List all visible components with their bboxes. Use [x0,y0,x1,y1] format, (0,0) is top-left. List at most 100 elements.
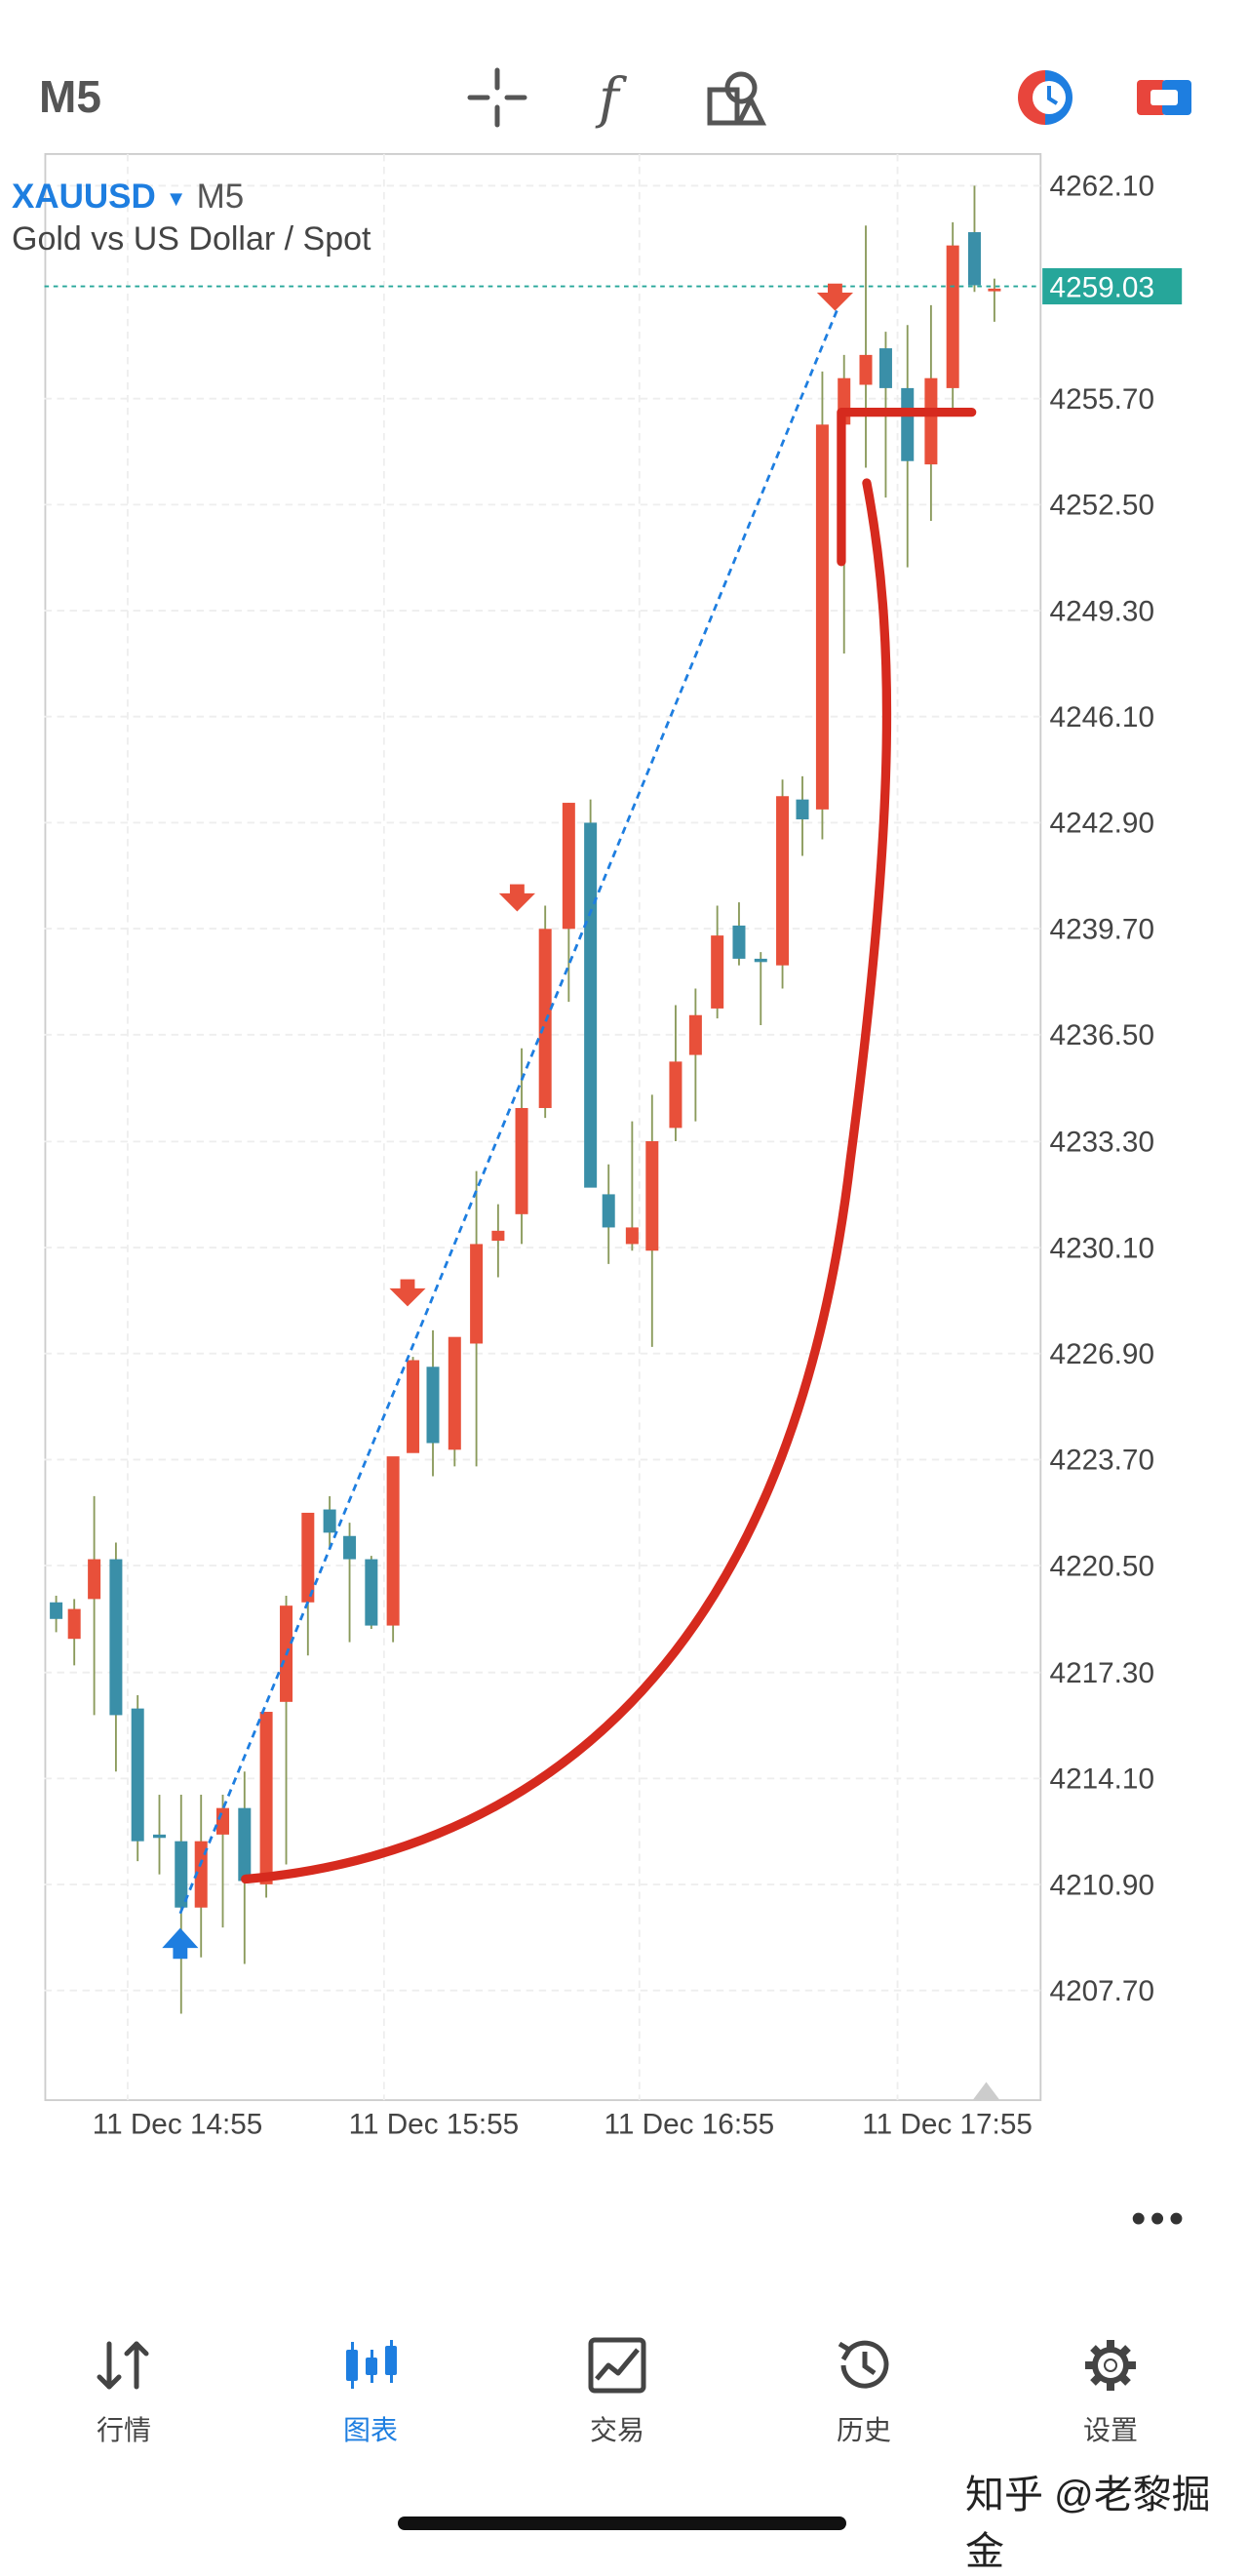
price-axis-label: 4262.10 [1050,171,1154,203]
gear-icon [1085,2340,1136,2391]
bear-candle [365,1559,378,1626]
bear-candle [967,232,981,286]
nav-history-label: 历史 [836,2415,891,2445]
timeframe-button[interactable]: M5 [39,71,101,122]
bear-candle [901,387,915,461]
more-options-icon[interactable]: ••• [1131,2195,1189,2242]
bear-candle [754,958,767,963]
plot-area [44,152,1042,2102]
buy-arrow-stem [173,1946,188,1960]
nav-trade[interactable]: 交易 [549,2336,685,2448]
price-chart[interactable]: 4262.10 4255.70 4252.50 4249.30 4246.10 4242.… [0,0,1248,2165]
shapes-icon[interactable] [704,66,766,129]
account-icon[interactable] [1014,66,1076,129]
price-axis-label: 4255.70 [1050,383,1154,416]
bull-candle [859,354,873,385]
bull-candle [259,1712,273,1884]
symbol-dropdown-icon[interactable]: ▼ [165,185,187,211]
bear-candle [343,1535,357,1560]
home-indicator [398,2517,846,2530]
bear-candle [426,1367,440,1444]
bull-candle [407,1360,420,1453]
bear-candle [50,1602,63,1619]
current-price-value: 4259.03 [1050,272,1154,304]
bear-candle [175,1841,188,1908]
bull-candle [711,935,724,1009]
sell-arrow-icon [498,892,535,912]
bear-candle [602,1194,615,1228]
price-axis-label: 4242.90 [1050,808,1154,840]
price-axis-label: 4207.70 [1050,1975,1154,2007]
bull-candle [688,1014,702,1055]
bear-candle [878,348,892,388]
annotation-curve [241,478,892,1884]
annotation-bracket [837,407,977,567]
bear-candle [131,1708,144,1842]
price-axis-label: 4249.30 [1050,595,1154,627]
bull-candle [625,1227,639,1245]
price-axis-label: 4252.50 [1050,490,1154,522]
trend-line [178,305,840,1915]
quotes-arrows-icon [97,2341,149,2390]
nav-chart-label: 图表 [342,2415,398,2445]
bull-candle [645,1140,659,1251]
price-axis-label: 4233.30 [1050,1127,1154,1159]
scroll-marker-icon [972,2081,1000,2101]
top-toolbar: M5 f [0,0,1248,166]
nav-chart[interactable]: 图表 [302,2336,439,2448]
bear-candle [323,1509,336,1533]
chart-candles-icon [346,2340,397,2389]
bear-candle [152,1834,166,1839]
price-axis-label: 4230.10 [1050,1232,1154,1264]
bull-candle [988,288,1001,292]
sell-arrow-stem [509,884,525,895]
bull-candle [924,377,938,465]
price-axis-label: 4217.30 [1050,1657,1154,1689]
price-axis-label: 4236.50 [1050,1019,1154,1051]
bear-candle [732,925,746,959]
price-axis-label: 4214.10 [1050,1764,1154,1796]
symbol-name: XAUUSD [12,178,156,216]
current-price-tag [1042,267,1183,305]
time-axis-label: 11 Dec 14:55 [93,2108,263,2140]
bull-candle [448,1336,461,1450]
watermark: 知乎 @老黎掘金 [965,2474,1211,2573]
bull-candle [815,424,829,810]
bull-candle [216,1807,230,1835]
nav-quotes[interactable]: 行情 [56,2336,192,2448]
bull-candle [776,796,790,966]
bull-candle [194,1841,208,1908]
price-axis-label: 4210.90 [1050,1869,1154,1901]
nav-settings-label: 设置 [1082,2415,1138,2445]
price-axis-label: 4226.90 [1050,1338,1154,1370]
bear-candle [584,822,598,1188]
sell-arrow-icon [389,1288,426,1307]
sell-arrow-stem [827,283,842,295]
symbol-description: Gold vs US Dollar / Spot [12,220,371,258]
sell-arrow-stem [400,1279,415,1290]
bull-candle [669,1061,682,1129]
bull-candle [88,1559,101,1600]
nav-quotes-label: 行情 [96,2415,151,2445]
symbol-label[interactable]: XAUUSD ▼ M5 [12,178,244,217]
nav-trade-label: 交易 [589,2415,644,2445]
price-axis-label: 4220.50 [1050,1550,1154,1582]
nav-settings[interactable]: 设置 [1042,2336,1179,2448]
nav-history[interactable]: 历史 [796,2336,932,2448]
trade-icon[interactable] [1133,66,1195,129]
bull-candle [538,929,552,1108]
crosshair-icon[interactable] [466,66,528,129]
time-axis-label: 11 Dec 16:55 [604,2108,775,2140]
function-icon[interactable]: f [585,66,647,129]
time-axis-label: 11 Dec 15:55 [349,2108,520,2140]
bull-candle [515,1107,528,1214]
symbol-timeframe: M5 [196,178,245,216]
bear-candle [796,799,809,820]
sell-arrow-icon [816,293,854,311]
history-clock-icon [838,2340,889,2389]
bull-candle [491,1230,505,1242]
bull-candle [301,1512,315,1603]
bull-candle [562,803,575,930]
trade-chart-icon [588,2337,646,2394]
bull-candle [386,1456,400,1626]
